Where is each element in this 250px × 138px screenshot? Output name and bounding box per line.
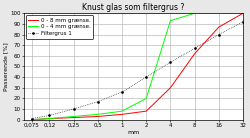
Filtergrus 1 <box>72 108 75 110</box>
0 - 8 mm grænse. <box>145 110 148 112</box>
0 - 8 mm grænse. <box>48 118 51 119</box>
0 - 4 mm grænse. <box>145 98 148 99</box>
Line: 0 - 4 mm grænse.: 0 - 4 mm grænse. <box>32 13 195 120</box>
0 - 4 mm grænse. <box>193 12 196 14</box>
Filtergrus 1 <box>120 91 124 93</box>
Filtergrus 1 <box>242 21 244 23</box>
0 - 8 mm grænse. <box>72 117 75 118</box>
X-axis label: mm: mm <box>127 130 140 135</box>
Filtergrus 1 <box>48 115 51 116</box>
0 - 8 mm grænse. <box>193 53 196 55</box>
Line: 0 - 8 mm grænse.: 0 - 8 mm grænse. <box>32 13 243 120</box>
Line: Filtergrus 1: Filtergrus 1 <box>30 21 244 120</box>
0 - 4 mm grænse. <box>120 110 124 112</box>
Y-axis label: Passerende [%]: Passerende [%] <box>4 42 8 91</box>
Filtergrus 1 <box>30 118 33 119</box>
0 - 8 mm grænse. <box>242 12 244 14</box>
Filtergrus 1 <box>217 34 220 35</box>
0 - 4 mm grænse. <box>96 114 99 115</box>
0 - 8 mm grænse. <box>169 87 172 89</box>
0 - 4 mm grænse. <box>48 118 51 119</box>
0 - 4 mm grænse. <box>30 119 33 120</box>
Title: Knust glas som filtergrus ?: Knust glas som filtergrus ? <box>82 3 184 12</box>
0 - 8 mm grænse. <box>217 26 220 28</box>
Filtergrus 1 <box>193 47 196 49</box>
Filtergrus 1 <box>145 76 148 78</box>
Filtergrus 1 <box>169 61 172 63</box>
0 - 4 mm grænse. <box>169 20 172 22</box>
0 - 8 mm grænse. <box>96 116 99 117</box>
0 - 4 mm grænse. <box>72 116 75 117</box>
0 - 8 mm grænse. <box>120 114 124 115</box>
Filtergrus 1 <box>96 101 99 102</box>
0 - 8 mm grænse. <box>30 119 33 120</box>
Legend: 0 - 8 mm grænse., 0 - 4 mm grænse., Filtergrus 1: 0 - 8 mm grænse., 0 - 4 mm grænse., Filt… <box>26 15 93 39</box>
